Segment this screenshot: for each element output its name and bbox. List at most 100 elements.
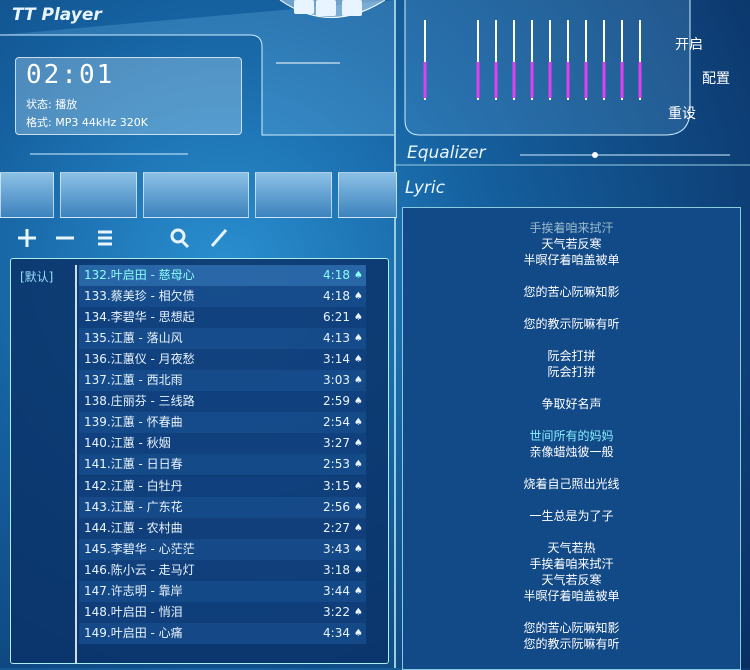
track-duration: 3:27 <box>323 436 350 451</box>
track-duration: 2:56 <box>323 499 350 514</box>
track-duration: 3:44 <box>323 583 350 598</box>
track-title: 135.江蕙 - 落山风 <box>84 331 183 346</box>
eq-button[interactable]: 配置 <box>702 71 730 87</box>
pause-button[interactable] <box>143 172 249 218</box>
track-title: 142.江蕙 - 白牡丹 <box>84 478 183 493</box>
track-icon: ♠ <box>354 333 363 345</box>
track-icon: ♠ <box>354 417 363 429</box>
track-row[interactable]: 146.陈小云 - 走马灯 3:18 ♠ <box>79 559 366 581</box>
track-row[interactable]: 141.江蕙 - 日日春 2:53 ♠ <box>79 454 366 476</box>
track-icon: ♠ <box>354 291 363 303</box>
track-icon: ♠ <box>354 564 363 576</box>
lyric-line: 天气若热 <box>547 541 596 555</box>
track-icon: ♠ <box>354 480 363 492</box>
lyric-line: 烧着自己照出光线 <box>523 477 620 491</box>
lyric-line: 您的教示阮嘛有听 <box>523 317 620 331</box>
track-row[interactable]: 138.庄丽芬 - 三线路 2:59 ♠ <box>79 391 366 413</box>
group[interactable]: [默认] <box>20 270 54 284</box>
track-row[interactable]: 136.江蕙仪 - 月夜愁 3:14 ♠ <box>79 349 366 371</box>
lyric-line: 手挨着咱来拭汗 <box>529 557 614 571</box>
track-row[interactable]: 139.江蕙 - 怀春曲 2:54 ♠ <box>79 412 366 434</box>
track-icon: ♠ <box>354 543 363 555</box>
track-title: 139.江蕙 - 怀春曲 <box>84 415 183 430</box>
track-duration: 2:27 <box>323 520 350 535</box>
track-duration: 3:22 <box>323 604 350 619</box>
format: 格式: MP3 44kHz 320K <box>26 116 148 129</box>
track-row[interactable]: 132.叶启田 - 慈母心 4:18 ♠ <box>79 265 366 286</box>
prev-button[interactable] <box>60 172 137 218</box>
divider <box>75 265 77 663</box>
lyric-line: 半暝仔着咱盖被单 <box>523 589 620 603</box>
eq-button[interactable]: 重设 <box>668 106 696 122</box>
track-title: 138.庄丽芬 - 三线路 <box>84 394 195 409</box>
track-duration: 6:21 <box>323 310 350 325</box>
track-row[interactable]: 137.江蕙 - 西北雨 3:03 ♠ <box>79 370 366 392</box>
track-duration: 3:18 <box>323 562 350 577</box>
lyric-line: 天气若反寒 <box>541 573 602 587</box>
lyric-line: 天气若反寒 <box>541 237 602 251</box>
track-title: 143.江蕙 - 广东花 <box>84 499 183 514</box>
track-icon: ♠ <box>354 627 363 639</box>
lyric-line: 世间所有的妈妈 <box>529 429 614 443</box>
track-title: 149.叶启田 - 心痛 <box>84 625 183 640</box>
track-duration: 2:53 <box>323 457 350 472</box>
track-icon: ♠ <box>354 312 363 324</box>
track-duration: 2:59 <box>323 394 350 409</box>
stop-button[interactable] <box>338 172 397 218</box>
eject-button[interactable] <box>0 172 54 218</box>
track-row[interactable]: 145.李碧华 - 心茫茫 3:43 ♠ <box>79 538 366 560</box>
track-duration: 4:18 <box>323 268 350 282</box>
lyric-line: 争取好名声 <box>541 397 602 411</box>
track-row[interactable]: 133.蔡美珍 - 相欠债 4:18 ♠ <box>79 286 366 308</box>
lyric-line: 您的苦心阮嘛知影 <box>523 621 620 635</box>
track-title: 137.江蕙 - 西北雨 <box>84 373 183 388</box>
equalizer-title: Equalizer <box>407 143 486 163</box>
track-title: 140.江蕙 - 秋姻 <box>84 436 171 451</box>
track-row[interactable]: 147.许志明 - 靠岸 3:44 ♠ <box>79 580 366 602</box>
track-title: 146.陈小云 - 走马灯 <box>84 562 195 577</box>
track-icon: ♠ <box>354 585 363 597</box>
lyric-line: 手挨着咱来拭汗 <box>529 221 614 235</box>
track-duration: 4:34 <box>323 625 350 640</box>
lyric-line: 半暝仔着咱盖被单 <box>523 253 620 267</box>
next-button[interactable] <box>255 172 332 218</box>
track-row[interactable]: 143.江蕙 - 广东花 2:56 ♠ <box>79 496 366 518</box>
track-duration: 3:14 <box>323 352 350 367</box>
track-icon: ♠ <box>354 522 363 534</box>
track-row[interactable]: 142.江蕙 - 白牡丹 3:15 ♠ <box>79 475 366 497</box>
lyric-line: 亲像蜡烛彼一般 <box>529 445 614 459</box>
track-duration: 2:54 <box>323 415 350 430</box>
track-icon: ♠ <box>354 354 363 366</box>
track-duration: 4:13 <box>323 331 350 346</box>
status: 状态: 播放 <box>26 98 78 111</box>
track-title: 132.叶启田 - 慈母心 <box>84 268 195 282</box>
track-row[interactable]: 135.江蕙 - 落山风 4:13 ♠ <box>79 328 366 350</box>
track-title: 147.许志明 - 靠岸 <box>84 583 183 598</box>
track-icon: ♠ <box>354 459 363 471</box>
track-row[interactable]: 134.李碧华 - 思想起 6:21 ♠ <box>79 307 366 329</box>
track-title: 141.江蕙 - 日日春 <box>84 457 183 472</box>
track-row[interactable]: 144.江蕙 - 农村曲 2:27 ♠ <box>79 517 366 539</box>
track-icon: ♠ <box>354 438 363 450</box>
lyric-panel: 手挨着咱来拭汗 天气若反寒 半暝仔着咱盖被单 您的苦心阮嘛知影 您的教示阮嘛有听 阮会打拼… <box>402 207 741 670</box>
track-icon: ♠ <box>354 606 363 618</box>
track-title: 148.叶启田 - 悄泪 <box>84 604 183 619</box>
track-row[interactable]: 149.叶启田 - 心痛 4:34 ♠ <box>79 622 366 644</box>
track-duration: 3:43 <box>323 541 350 556</box>
playlist: [默认] 132.叶启田 - 慈母心 4:18 ♠ 133.蔡美珍 - 相欠债 4:18… <box>10 258 389 664</box>
lyric-line: 阮会打拼 <box>547 365 596 379</box>
lyric-line: 您的苦心阮嘛知影 <box>523 285 620 299</box>
track-row[interactable]: 148.叶启田 - 悄泪 3:22 ♠ <box>79 601 366 623</box>
track-title: 144.江蕙 - 农村曲 <box>84 520 183 535</box>
lyric-line: 您的教示阮嘛有听 <box>523 637 620 651</box>
track-icon: ♠ <box>354 396 363 408</box>
track-icon: ♠ <box>354 501 363 513</box>
lyric-line: 一生总是为了子 <box>529 509 614 523</box>
eq-button[interactable]: 开启 <box>675 37 703 53</box>
track-row[interactable]: 140.江蕙 - 秋姻 3:27 ♠ <box>79 433 366 455</box>
track-duration: 3:03 <box>323 373 350 388</box>
track-duration: 3:15 <box>323 478 350 493</box>
track-title: 134.李碧华 - 思想起 <box>84 310 195 325</box>
